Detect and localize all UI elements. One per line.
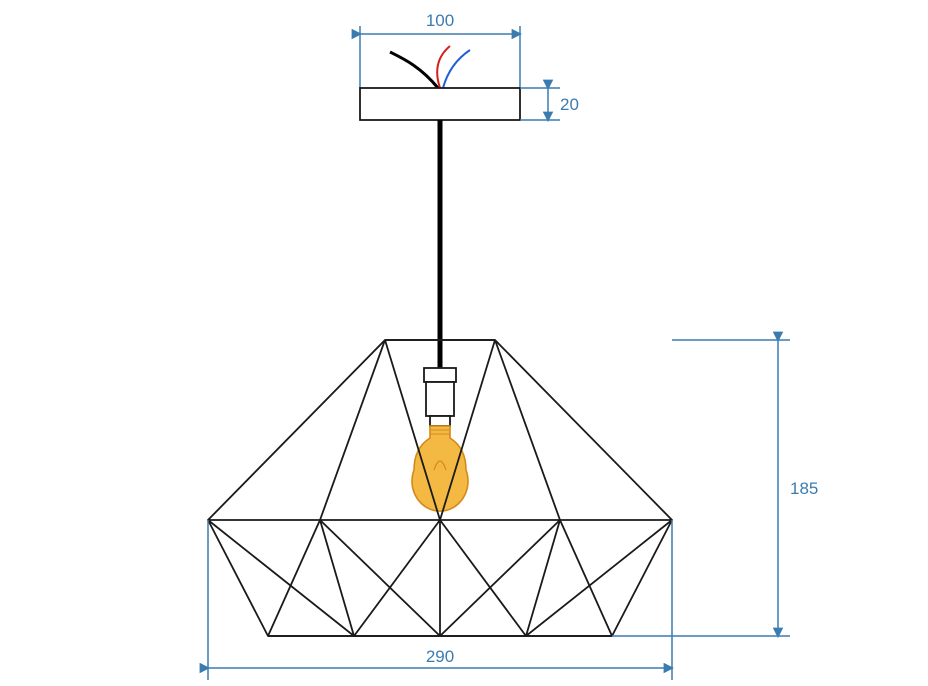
dim-shade-height: 185 — [612, 340, 818, 636]
dim-shade-height-label: 185 — [790, 479, 818, 498]
dim-canopy-width: 100 — [360, 11, 520, 88]
lamp-bulb — [412, 426, 468, 511]
dim-canopy-width-label: 100 — [426, 11, 454, 30]
lamp-socket — [424, 368, 456, 426]
lamp-dimension-diagram: 100 20 — [0, 0, 928, 686]
lamp-canopy — [360, 88, 520, 120]
dim-canopy-height-label: 20 — [560, 95, 579, 114]
dim-canopy-height: 20 — [520, 88, 579, 120]
dim-shade-width-label: 290 — [426, 647, 454, 666]
lamp-wires — [390, 46, 470, 88]
